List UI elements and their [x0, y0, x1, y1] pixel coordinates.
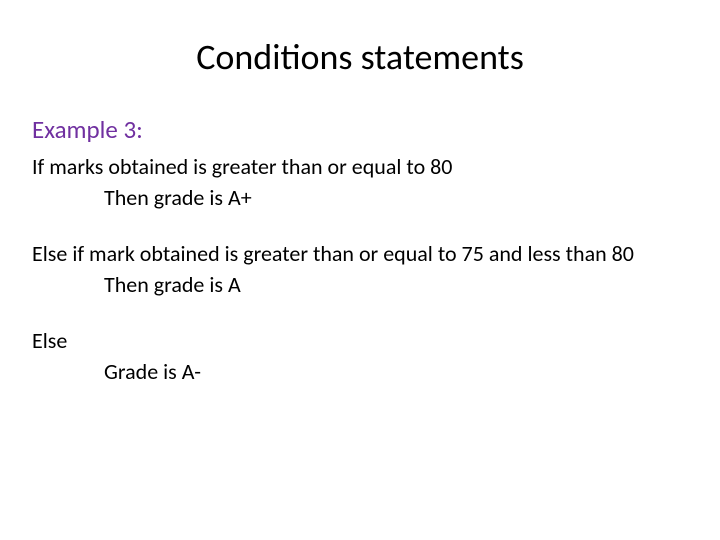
slide-container: Conditions statements Example 3: If mark…: [0, 0, 720, 540]
slide-title: Conditions statements: [30, 35, 690, 79]
else-result: Grade is A-: [32, 358, 690, 387]
then-clause-2: Then grade is A: [32, 271, 690, 300]
then-clause-1: Then grade is A+: [32, 184, 690, 213]
else-clause: Else: [32, 327, 690, 356]
elseif-clause: Else if mark obtained is greater than or…: [32, 240, 690, 269]
body-content: If marks obtained is greater than or equ…: [32, 153, 690, 387]
spacer: [32, 301, 690, 327]
example-label: Example 3:: [32, 114, 690, 145]
if-clause: If marks obtained is greater than or equ…: [32, 153, 690, 182]
spacer: [32, 214, 690, 240]
